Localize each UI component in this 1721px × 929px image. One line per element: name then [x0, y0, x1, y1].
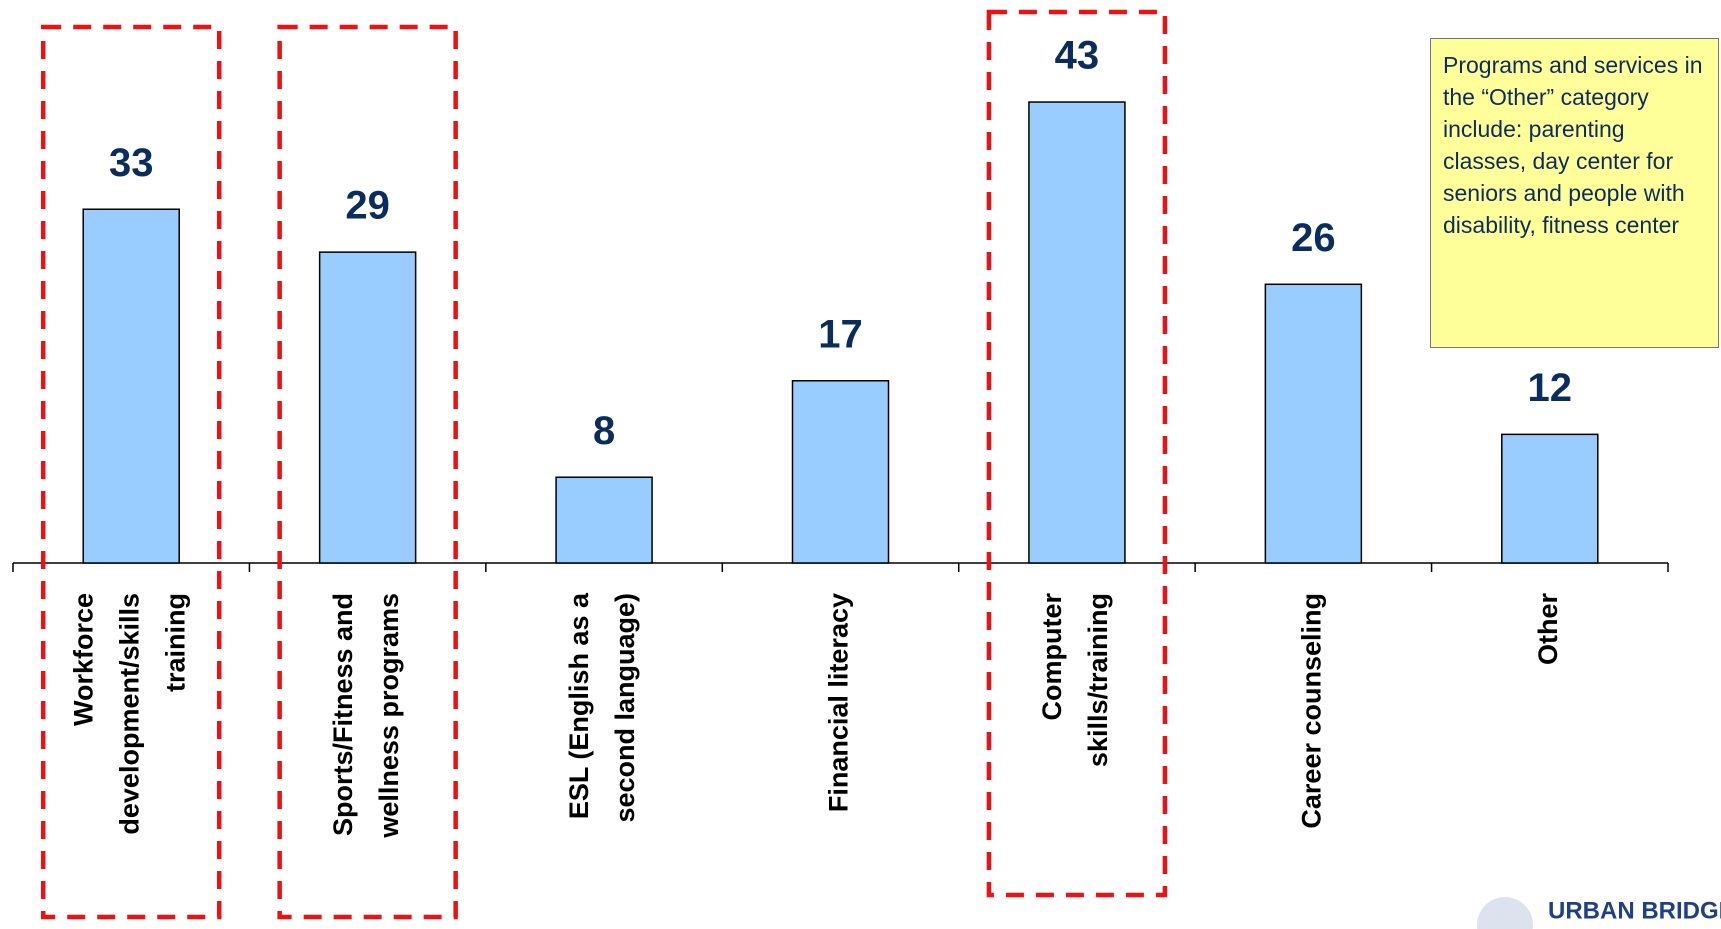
bar — [1028, 101, 1126, 564]
bar — [555, 476, 653, 564]
x-tick-label: Career counseling — [1296, 593, 1326, 829]
x-tick-label: development/skills — [114, 593, 144, 835]
x-tick-label: skills/training — [1083, 593, 1113, 767]
value-label: 17 — [818, 312, 863, 356]
annotation-box: Programs and services in the “Other” cat… — [1430, 38, 1719, 348]
value-label: 29 — [345, 184, 390, 228]
x-tick-label: second language) — [610, 593, 640, 823]
x-tick-label: Sports/Fitness and — [328, 593, 358, 836]
bar — [1501, 433, 1599, 564]
value-label: 12 — [1528, 366, 1573, 410]
logo: URBAN BRIDGE — [1548, 897, 1721, 924]
value-label: 26 — [1291, 216, 1336, 260]
highlight-box — [986, 9, 1168, 898]
value-label: 33 — [109, 141, 154, 185]
x-tick-label: Other — [1533, 593, 1563, 666]
bar — [791, 380, 890, 564]
x-tick-label: ESL (English as a — [564, 592, 594, 819]
logo-icon — [1477, 897, 1533, 929]
bar — [1264, 283, 1363, 564]
bar — [318, 251, 417, 564]
x-tick-label: Workforce — [68, 593, 98, 726]
annotation: Programs and services in the “Other” cat… — [1430, 38, 1719, 348]
value-label: 43 — [1055, 34, 1100, 78]
highlight-box — [277, 24, 458, 920]
bar — [82, 208, 180, 564]
value-label: 8 — [593, 409, 615, 453]
x-tick-label: Computer — [1037, 593, 1067, 721]
x-tick-label: wellness programs — [374, 593, 404, 839]
highlight-box — [40, 24, 222, 920]
x-tick-label: Financial literacy — [824, 593, 854, 812]
x-tick-label: training — [160, 593, 190, 692]
